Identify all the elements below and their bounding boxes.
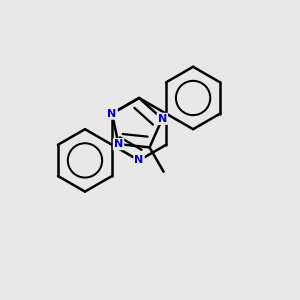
Text: N: N <box>158 114 167 124</box>
Text: N: N <box>107 109 117 118</box>
Text: N: N <box>114 139 123 149</box>
Text: N: N <box>134 155 144 165</box>
